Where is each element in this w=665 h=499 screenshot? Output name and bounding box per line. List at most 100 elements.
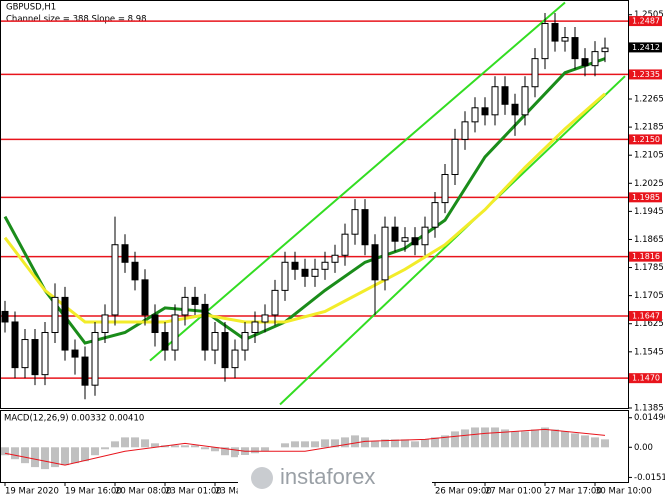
level-label: 1.1647 [632, 312, 660, 321]
macd-bar [311, 441, 319, 448]
macd-bar [601, 439, 609, 448]
macd-bar [301, 441, 309, 448]
candle-body [1, 310, 9, 323]
macd-bar [171, 445, 179, 448]
x-tick-label: 26 Mar 09:00 [435, 487, 492, 497]
y-tick-label: 1.1785 [634, 263, 664, 273]
macd-bar [491, 427, 499, 448]
macd-bar [361, 437, 369, 448]
candle-body [131, 261, 139, 281]
candle-body [271, 289, 279, 316]
macd-bar [91, 447, 99, 456]
macd-bar [391, 439, 399, 448]
y-tick-label: 1.1945 [634, 207, 664, 217]
macd-bar [121, 437, 129, 448]
candle-body [81, 356, 89, 386]
candle-body [111, 244, 119, 316]
macd-bar [321, 439, 329, 448]
level-label: 1.2335 [632, 70, 660, 79]
candle-body [191, 296, 199, 305]
macd-bar [571, 433, 579, 448]
macd-bar [11, 447, 19, 460]
x-tick-label: 27 Mar 17:00 [545, 487, 602, 497]
macd-bar [441, 435, 449, 448]
x-tick-label: 27 Mar 01:00 [485, 487, 542, 497]
candle-body [291, 261, 299, 270]
candle-body [521, 86, 529, 116]
candle-body [351, 209, 359, 235]
candle-body [301, 268, 309, 277]
y-tick-label: 1.1705 [634, 291, 664, 301]
macd-bar [351, 435, 359, 448]
macd-bar [531, 429, 539, 448]
candle-body [151, 314, 159, 334]
channel-line [279, 75, 626, 406]
channel-line [149, 1, 566, 362]
y-tick-label: 1.2185 [634, 123, 664, 133]
macd-y-tick-label: 0.00 [634, 443, 653, 453]
candle-body [71, 349, 79, 358]
level-box [629, 192, 662, 203]
candle-body [281, 261, 289, 291]
candle-body [391, 226, 399, 242]
macd-bar [451, 431, 459, 448]
watermark-text: instaforex [280, 464, 375, 489]
y-tick-label: 1.2505 [634, 10, 664, 20]
candle-body [601, 47, 609, 53]
macd-bar [231, 447, 239, 458]
candle-body [371, 244, 379, 281]
candle-body [541, 23, 549, 60]
macd-bar [421, 439, 429, 448]
macd-bar [471, 427, 479, 448]
candle-body [251, 321, 259, 334]
channel-info: Channel size = 388 Slope = 8.98 [6, 15, 147, 25]
candle-body [211, 332, 219, 351]
level-box [629, 311, 662, 322]
candle-body [361, 209, 369, 246]
candle-body [441, 174, 449, 204]
candle-body [501, 86, 509, 105]
candle-body [311, 268, 319, 277]
macd-bar [61, 447, 69, 466]
x-tick-label: 20 Mar 08:00 [115, 487, 172, 497]
macd-bar [481, 427, 489, 448]
macd-bar [71, 447, 79, 464]
candle-body [61, 296, 69, 351]
candle-body [461, 121, 469, 140]
candle-body [571, 37, 579, 60]
x-tick-label: 30 Mar 10:00 [595, 487, 652, 497]
candle-body [431, 202, 439, 228]
macd-bar [581, 435, 589, 448]
macd-bar [291, 441, 299, 448]
candle-body [21, 339, 29, 369]
level-box [629, 16, 662, 27]
macd-bar [181, 445, 189, 448]
macd-y-tick-label: -0.01519 [634, 473, 665, 483]
candle-body [591, 51, 599, 67]
x-tick-label: 23 Mar 01:00 [165, 487, 222, 497]
y-tick-label: 1.1625 [634, 319, 664, 329]
macd-bar [221, 447, 229, 456]
level-label: 1.1816 [632, 252, 660, 261]
macd-bar [281, 443, 289, 448]
candle-body [241, 332, 249, 351]
macd-bar [331, 439, 339, 448]
candle-body [121, 244, 129, 263]
macd-bar [521, 431, 529, 448]
last-price-box [629, 42, 662, 53]
y-tick-label: 1.1865 [634, 235, 664, 245]
last-price: 1.2412 [632, 43, 660, 52]
macd-bar [371, 441, 379, 448]
x-tick-label: 19 Mar 16:00 [65, 487, 122, 497]
y-tick-label: 1.2265 [634, 95, 664, 105]
candle-body [201, 303, 209, 351]
macd-bar [41, 447, 49, 470]
candle-body [511, 103, 519, 116]
macd-bar [141, 439, 149, 448]
macd-bar [461, 429, 469, 448]
level-box [629, 251, 662, 262]
y-tick-label: 1.1545 [634, 347, 664, 357]
macd-bar [551, 429, 559, 448]
macd-bar [251, 447, 259, 454]
